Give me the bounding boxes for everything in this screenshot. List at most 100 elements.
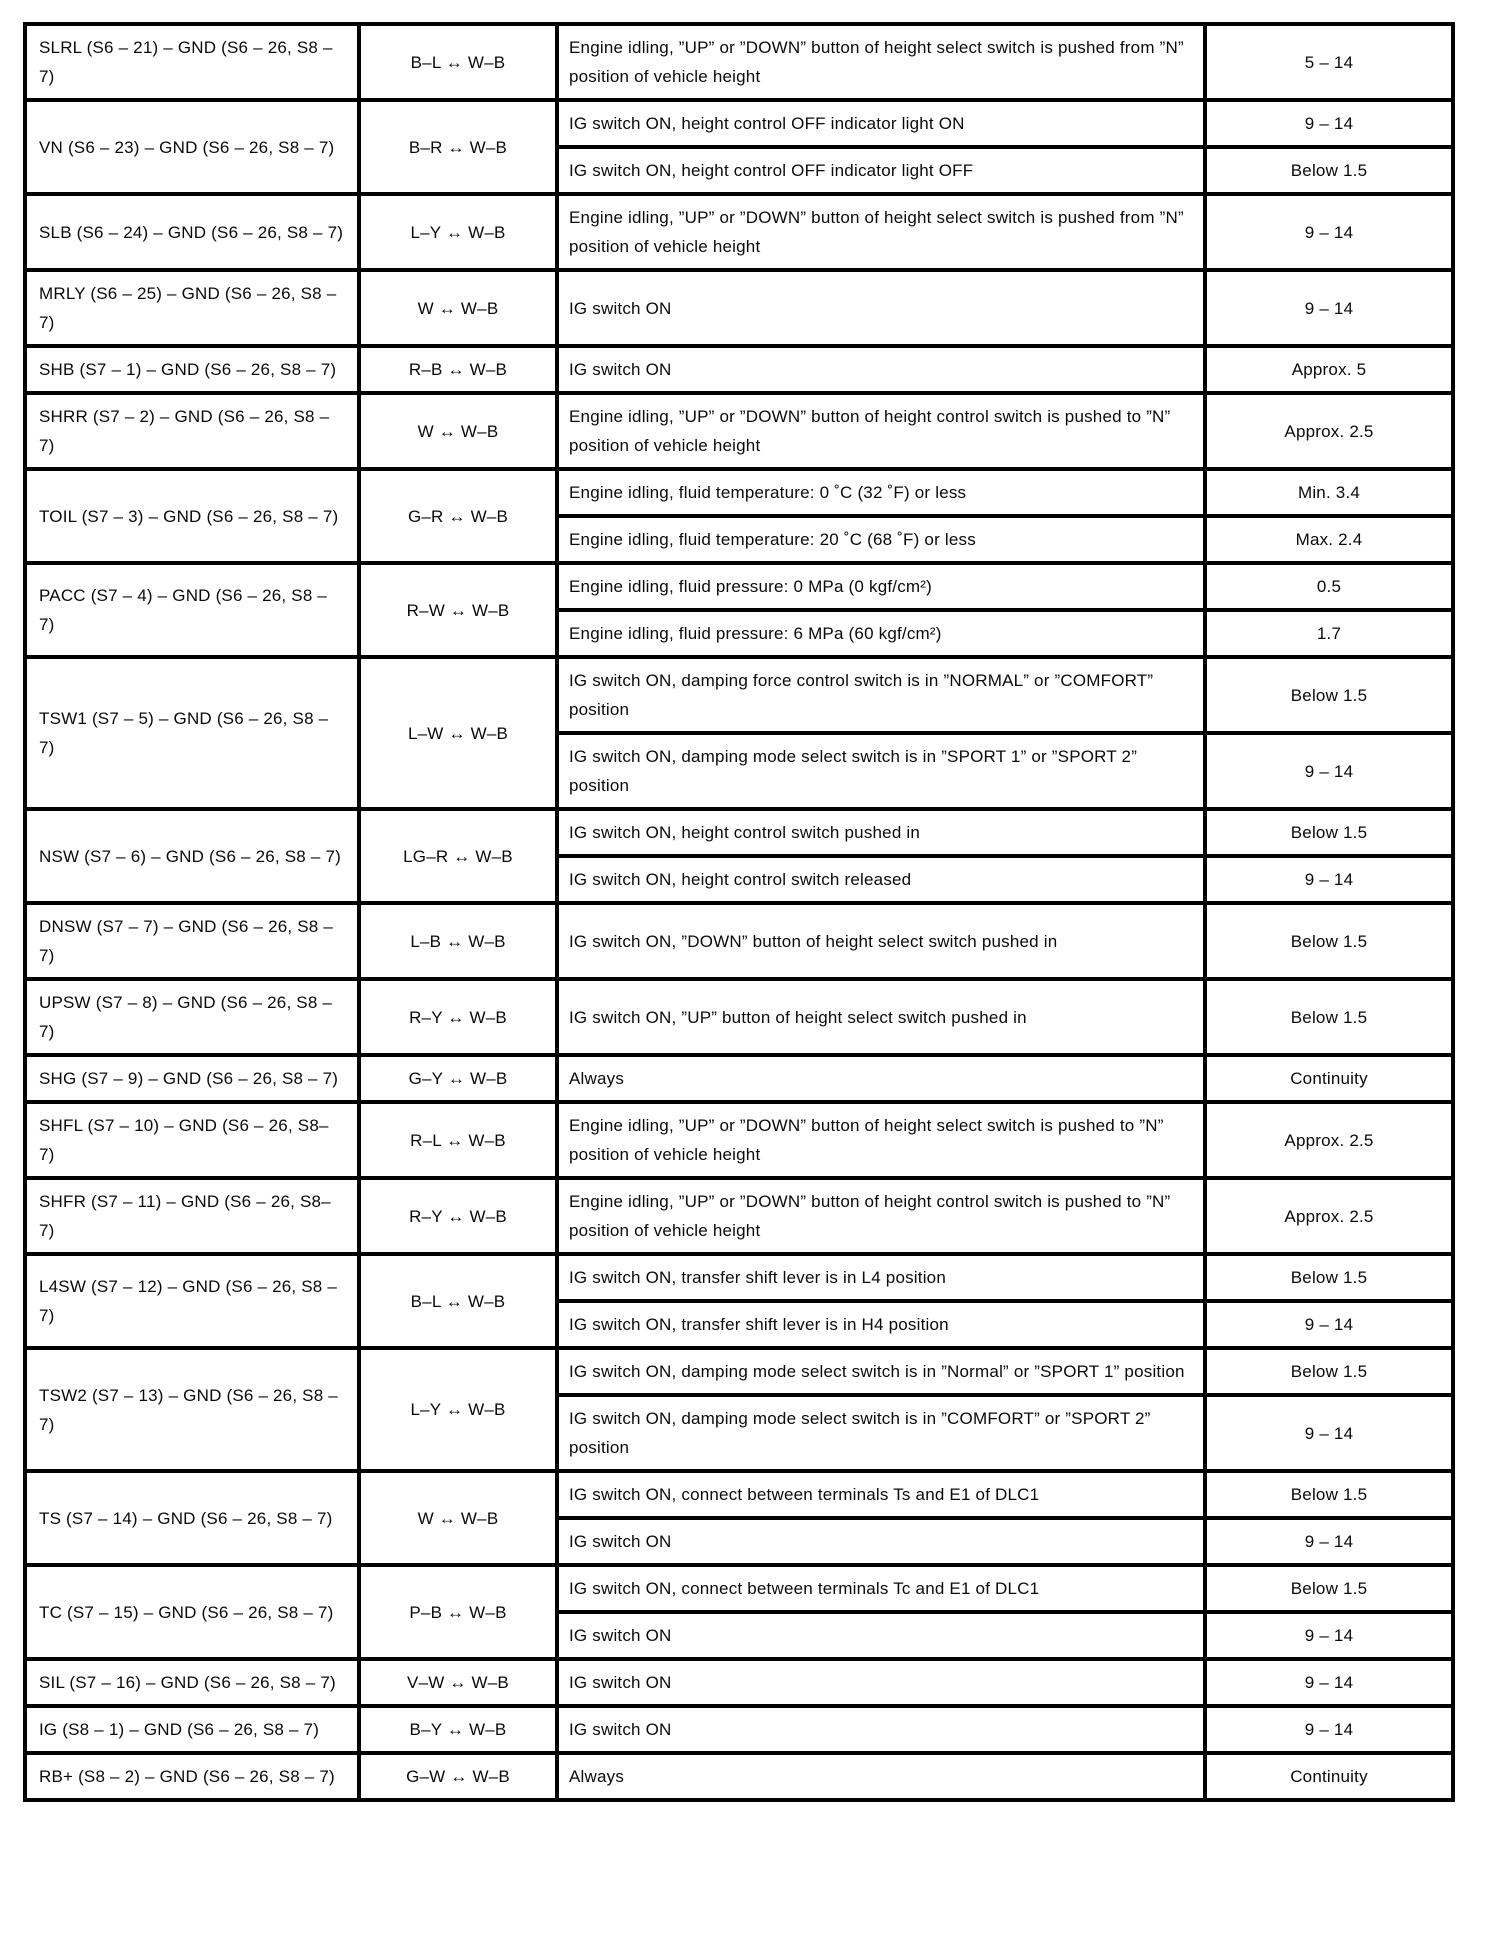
table-row: Engine idling, fluid pressure: 6 MPa (60… [25, 608, 1455, 659]
wire-color-cell: L–Y ↔ W–B [357, 1346, 559, 1473]
terminal-cell: SLRL (S6 – 21) – GND (S6 – 26, S8 – 7) [23, 22, 361, 102]
condition-cell: Engine idling, fluid pressure: 0 MPa (0 … [555, 561, 1207, 612]
condition-cell: IG switch ON, connect between terminals … [555, 1563, 1207, 1614]
wire-color-cell: R–B ↔ W–B [357, 344, 559, 395]
condition-cell: Always [555, 1053, 1207, 1104]
specified-value-cell: Below 1.5 [1203, 807, 1455, 858]
terminal-cell: TC (S7 – 15) – GND (S6 – 26, S8 – 7) [23, 1563, 361, 1661]
wire-color-cell: G–R ↔ W–B [357, 467, 559, 565]
table-row: IG switch ON 9 – 14 [25, 1610, 1455, 1661]
specified-value-cell: 9 – 14 [1203, 1393, 1455, 1473]
specified-value-cell: Below 1.5 [1203, 145, 1455, 196]
specified-value-cell: 5 – 14 [1203, 22, 1455, 102]
condition-cell: Engine idling, ”UP” or ”DOWN” button of … [555, 1100, 1207, 1180]
table-row: SHFL (S7 – 10) – GND (S6 – 26, S8– 7) R–L… [23, 1100, 1455, 1180]
wire-color-cell: W ↔ W–B [357, 268, 559, 348]
specified-value-cell: 9 – 14 [1203, 1657, 1455, 1708]
terminal-cell: SHB (S7 – 1) – GND (S6 – 26, S8 – 7) [23, 344, 361, 395]
terminal-inspection-table-body: SLRL (S6 – 21) – GND (S6 – 26, S8 – 7) B–… [23, 22, 1455, 1802]
table-row: IG (S8 – 1) – GND (S6 – 26, S8 – 7) B–Y ↔… [23, 1704, 1455, 1755]
terminal-cell: L4SW (S7 – 12) – GND (S6 – 26, S8 – 7) [23, 1252, 361, 1350]
wire-color-cell: L–B ↔ W–B [357, 901, 559, 981]
table-row: SHRR (S7 – 2) – GND (S6 – 26, S8 – 7) W ↔… [23, 391, 1455, 471]
condition-cell: IG switch ON, damping mode select switch… [555, 1393, 1207, 1473]
specified-value-cell: Below 1.5 [1203, 1346, 1455, 1397]
condition-cell: IG switch ON, connect between terminals … [555, 1469, 1207, 1520]
condition-cell: Engine idling, fluid pressure: 6 MPa (60… [555, 608, 1207, 659]
terminal-cell: PACC (S7 – 4) – GND (S6 – 26, S8 – 7) [23, 561, 361, 659]
table-row: TC (S7 – 15) – GND (S6 – 26, S8 – 7) P–B … [23, 1563, 1455, 1661]
terminal-cell: SLB (S6 – 24) – GND (S6 – 26, S8 – 7) [23, 192, 361, 272]
condition-cell: IG switch ON, height control OFF indicat… [555, 98, 1207, 149]
wire-color-cell: R–Y ↔ W–B [357, 1176, 559, 1256]
table-row: SLB (S6 – 24) – GND (S6 – 26, S8 – 7) L–Y… [23, 192, 1455, 272]
condition-cell: Engine idling, ”UP” or ”DOWN” button of … [555, 391, 1207, 471]
condition-cell: Engine idling, ”UP” or ”DOWN” button of … [555, 1176, 1207, 1256]
specified-value-cell: Below 1.5 [1203, 977, 1455, 1057]
specified-value-cell: Below 1.5 [1203, 901, 1455, 981]
wire-color-cell: B–Y ↔ W–B [357, 1704, 559, 1755]
specified-value-cell: Approx. 2.5 [1203, 1100, 1455, 1180]
terminal-inspection-table: SLRL (S6 – 21) – GND (S6 – 26, S8 – 7) B–… [23, 22, 1455, 1802]
specified-value-cell: 9 – 14 [1203, 1299, 1455, 1350]
specified-value-cell: Below 1.5 [1203, 1563, 1455, 1614]
specified-value-cell: 9 – 14 [1203, 1516, 1455, 1567]
wire-color-cell: R–Y ↔ W–B [357, 977, 559, 1057]
specified-value-cell: Approx. 2.5 [1203, 1176, 1455, 1256]
specified-value-cell: Continuity [1203, 1053, 1455, 1104]
table-row: UPSW (S7 – 8) – GND (S6 – 26, S8 – 7) R–Y… [23, 977, 1455, 1057]
condition-cell: IG switch ON, height control OFF indicat… [555, 145, 1207, 196]
condition-cell: IG switch ON, damping mode select switch… [555, 1346, 1207, 1397]
specified-value-cell: 9 – 14 [1203, 98, 1455, 149]
wire-color-cell: B–L ↔ W–B [357, 22, 559, 102]
condition-cell: IG switch ON, ”DOWN” button of height se… [555, 901, 1207, 981]
table-row: DNSW (S7 – 7) – GND (S6 – 26, S8 – 7) L–B… [23, 901, 1455, 981]
condition-cell: IG switch ON, ”UP” button of height sele… [555, 977, 1207, 1057]
condition-cell: IG switch ON, transfer shift lever is in… [555, 1252, 1207, 1303]
wire-color-cell: L–W ↔ W–B [357, 655, 559, 811]
specified-value-cell: Below 1.5 [1203, 655, 1455, 735]
terminal-cell: UPSW (S7 – 8) – GND (S6 – 26, S8 – 7) [23, 977, 361, 1057]
condition-cell: Engine idling, ”UP” or ”DOWN” button of … [555, 22, 1207, 102]
table-row: IG switch ON, transfer shift lever is in… [25, 1299, 1455, 1350]
wire-color-cell: B–R ↔ W–B [357, 98, 559, 196]
table-row: IG switch ON 9 – 14 [25, 1516, 1455, 1567]
specified-value-cell: 0.5 [1203, 561, 1455, 612]
terminal-cell: NSW (S7 – 6) – GND (S6 – 26, S8 – 7) [23, 807, 361, 905]
terminal-cell: VN (S6 – 23) – GND (S6 – 26, S8 – 7) [23, 98, 361, 196]
specified-value-cell: 9 – 14 [1203, 192, 1455, 272]
table-row: SLRL (S6 – 21) – GND (S6 – 26, S8 – 7) B–… [23, 22, 1455, 102]
table-row: NSW (S7 – 6) – GND (S6 – 26, S8 – 7) LG–R… [23, 807, 1455, 905]
specified-value-cell: 9 – 14 [1203, 854, 1455, 905]
condition-cell: Engine idling, fluid temperature: 20 ˚C … [555, 514, 1207, 565]
specified-value-cell: Continuity [1203, 1751, 1455, 1802]
terminal-cell: TSW1 (S7 – 5) – GND (S6 – 26, S8 – 7) [23, 655, 361, 811]
condition-cell: IG switch ON [555, 1657, 1207, 1708]
specified-value-cell: Min. 3.4 [1203, 467, 1455, 518]
table-row: TSW2 (S7 – 13) – GND (S6 – 26, S8 – 7) L–… [23, 1346, 1455, 1473]
specified-value-cell: Below 1.5 [1203, 1469, 1455, 1520]
wire-color-cell: LG–R ↔ W–B [357, 807, 559, 905]
terminal-cell: RB+ (S8 – 2) – GND (S6 – 26, S8 – 7) [23, 1751, 361, 1802]
terminal-cell: SHRR (S7 – 2) – GND (S6 – 26, S8 – 7) [23, 391, 361, 471]
condition-cell: IG switch ON, transfer shift lever is in… [555, 1299, 1207, 1350]
wire-color-cell: B–L ↔ W–B [357, 1252, 559, 1350]
wire-color-cell: G–W ↔ W–B [357, 1751, 559, 1802]
table-row: TOIL (S7 – 3) – GND (S6 – 26, S8 – 7) G–R… [23, 467, 1455, 565]
specified-value-cell: 9 – 14 [1203, 1704, 1455, 1755]
table-row: TS (S7 – 14) – GND (S6 – 26, S8 – 7) W ↔ … [23, 1469, 1455, 1567]
wire-color-cell: P–B ↔ W–B [357, 1563, 559, 1661]
condition-cell: IG switch ON, height control switch push… [555, 807, 1207, 858]
table-row: PACC (S7 – 4) – GND (S6 – 26, S8 – 7) R–W… [23, 561, 1455, 659]
table-row: VN (S6 – 23) – GND (S6 – 26, S8 – 7) B–R … [23, 98, 1455, 196]
table-row: L4SW (S7 – 12) – GND (S6 – 26, S8 – 7) B–… [23, 1252, 1455, 1350]
terminal-cell: SHFL (S7 – 10) – GND (S6 – 26, S8– 7) [23, 1100, 361, 1180]
wire-color-cell: R–L ↔ W–B [357, 1100, 559, 1180]
table-row: SHFR (S7 – 11) – GND (S6 – 26, S8– 7) R–Y… [23, 1176, 1455, 1256]
table-row: RB+ (S8 – 2) – GND (S6 – 26, S8 – 7) G–W … [23, 1751, 1455, 1802]
condition-cell: IG switch ON [555, 268, 1207, 348]
table-row: TSW1 (S7 – 5) – GND (S6 – 26, S8 – 7) L–W… [23, 655, 1455, 811]
condition-cell: IG switch ON, damping force control swit… [555, 655, 1207, 735]
condition-cell: Engine idling, fluid temperature: 0 ˚C (… [555, 467, 1207, 518]
table-row: IG switch ON, height control switch rele… [25, 854, 1455, 905]
